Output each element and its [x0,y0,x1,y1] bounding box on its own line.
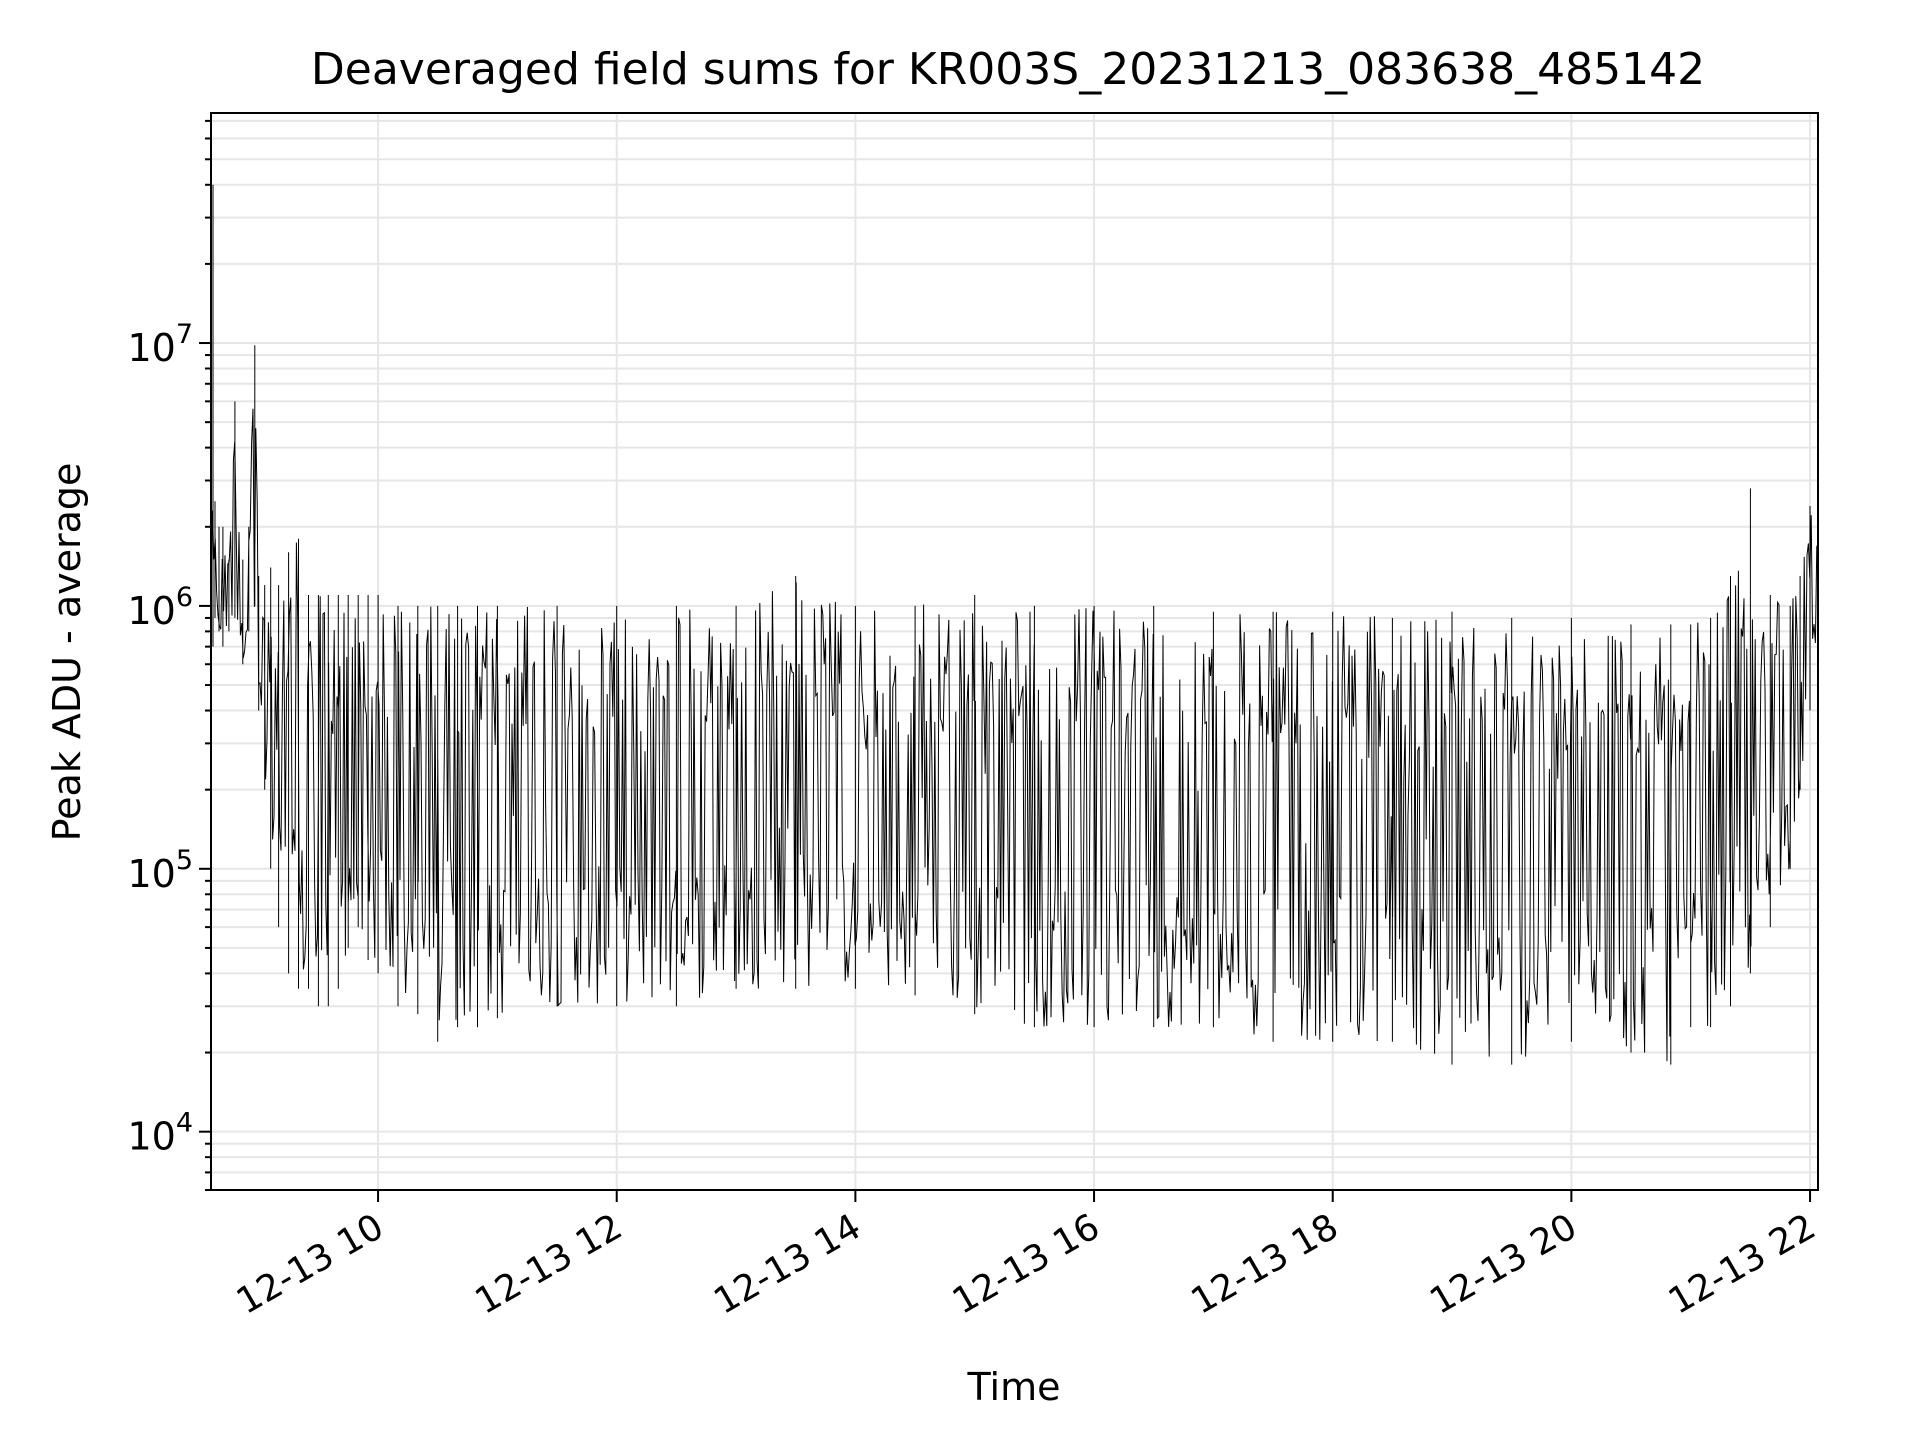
x-tick-label: 12-13 22 [1662,1206,1823,1322]
y-tick-label: 107 [127,319,193,370]
x-axis: 12-13 10 12-13 12 12-13 14 12-13 16 12-13 18… [230,1190,1823,1323]
x-tick-label: 12-13 12 [469,1206,630,1322]
x-tick-label: 12-13 16 [946,1206,1107,1322]
y-tick-label-exponent: 4 [176,1108,193,1139]
y-tick-label-exponent: 6 [176,582,193,613]
y-tick-label-exponent: 7 [176,319,193,350]
x-tick-label: 12-13 18 [1185,1206,1346,1322]
x-axis-label: Time [967,1365,1061,1409]
grid-layer [211,113,1818,1191]
series-line [210,184,1819,1065]
chart-title: Deaveraged field sums for KR003S_2023121… [311,44,1705,95]
y-tick-label: 105 [127,845,193,896]
x-tick-label: 12-13 10 [230,1206,391,1322]
x-tick-label: 12-13 14 [707,1206,868,1322]
y-tick-label-base: 10 [127,589,175,633]
y-tick-label-exponent: 5 [176,845,193,876]
x-tick-label: 12-13 20 [1423,1206,1584,1322]
y-tick-label: 106 [127,582,193,633]
y-axis-label: Peak ADU - average [45,463,89,842]
y-tick-label-base: 10 [127,852,175,896]
y-tick-label-base: 10 [127,1115,175,1159]
y-tick-label: 104 [127,1108,193,1159]
plot-frame [210,112,1819,1191]
y-tick-label-base: 10 [127,326,175,370]
